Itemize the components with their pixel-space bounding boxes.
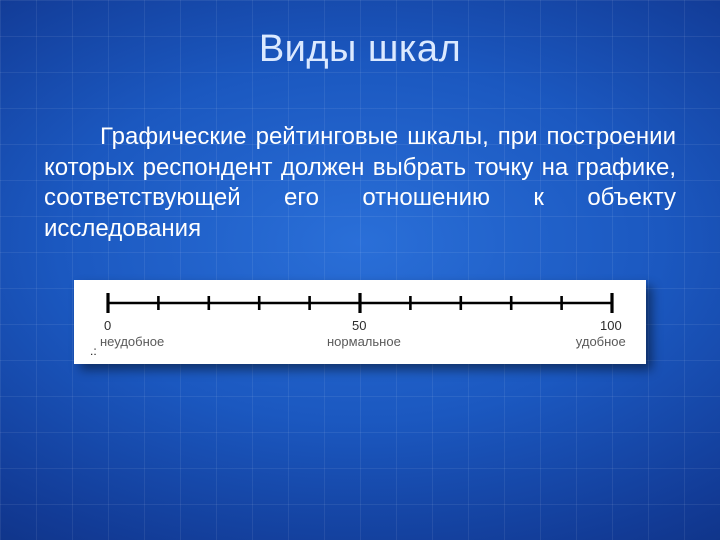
scale-container: .: 0 50 100 неудобное нормальное удобное — [90, 288, 630, 358]
slide-title: Виды шкал — [0, 28, 720, 71]
background-grid — [0, 0, 720, 540]
scale-tick-label: 0 — [104, 318, 111, 333]
scale-anchor-label: неудобное — [100, 334, 164, 349]
rating-scale-figure: .: 0 50 100 неудобное нормальное удобное — [74, 280, 646, 364]
scale-tick-label: 100 — [600, 318, 622, 333]
scale-anchor-label: нормальное — [327, 334, 401, 349]
scale-tick-label: 50 — [352, 318, 366, 333]
slide-body-text: Графические рейтинговые шкалы, при постр… — [44, 122, 676, 245]
scale-number-line — [90, 288, 630, 318]
scale-anchor-label: удобное — [576, 334, 626, 349]
bullet-colon: .: — [90, 344, 97, 358]
